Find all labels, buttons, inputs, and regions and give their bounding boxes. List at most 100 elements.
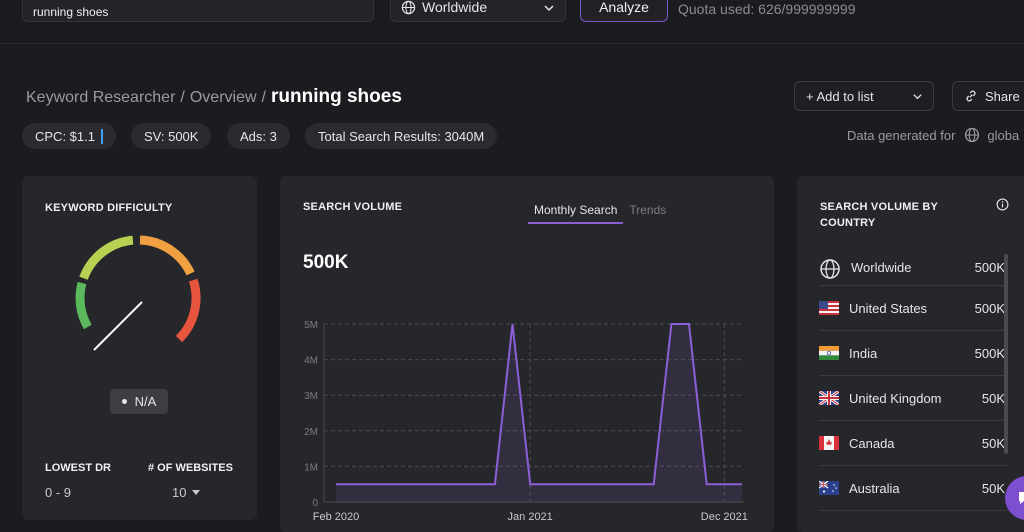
country-name: United States [849, 300, 928, 316]
us-flag-icon [819, 301, 839, 315]
difficulty-badge: N/A [110, 389, 168, 414]
y-tick-label: 3M [304, 391, 318, 402]
tab-trends[interactable]: Trends [629, 203, 667, 217]
gauge-segment [139, 235, 195, 276]
search-volume-tabs: Monthly Search Trends [528, 203, 672, 224]
y-tick-label: 4M [304, 356, 318, 367]
country-name: Canada [849, 435, 895, 451]
country-volume: 500K [974, 260, 1005, 275]
link-icon [966, 90, 976, 102]
page-title: running shoes [271, 86, 402, 107]
caret-down-icon [192, 490, 201, 495]
websites-value: 10 [172, 485, 187, 500]
breadcrumb-root[interactable]: Keyword Researcher [26, 89, 176, 106]
globe-icon [401, 0, 416, 15]
globe-icon [965, 127, 980, 143]
country-volume-card: SEARCH VOLUME BY COUNTRY Worldwide 500K … [797, 176, 1024, 532]
difficulty-gauge [75, 235, 201, 351]
websites-label: # OF WEBSITES [148, 462, 233, 474]
websites-dropdown[interactable]: 10 [172, 485, 201, 500]
uk-flag-icon [819, 391, 839, 405]
gauge-segment [75, 281, 92, 330]
top-search-bar: running shoes Worldwide Analyze Quota us… [0, 0, 1024, 44]
list-item[interactable]: India 500K [819, 331, 1007, 376]
country-name: Australia [849, 480, 900, 496]
country-list: Worldwide 500K United States 500K India … [819, 254, 1007, 511]
country-volume-title: SEARCH VOLUME BY COUNTRY [820, 199, 938, 231]
list-item[interactable]: Worldwide 500K [819, 254, 1007, 286]
gauge-segment [79, 235, 134, 280]
quota-text: Quota used: 626/999999999 [678, 1, 856, 17]
ads-pill: Ads: 3 [227, 123, 290, 149]
keyword-input[interactable]: running shoes [22, 0, 374, 22]
series-line [336, 323, 742, 486]
breadcrumb-separator: / [261, 89, 266, 106]
keyword-difficulty-card: KEYWORD DIFFICULTY N/A LOWEST DR 0 - 9 #… [22, 176, 257, 520]
share-button[interactable]: Share [952, 81, 1024, 111]
search-volume-value: 500K [303, 252, 349, 273]
breadcrumb-section[interactable]: Overview [189, 89, 257, 106]
cpc-pill: CPC: $1.1 [22, 123, 116, 149]
canada-flag-icon [819, 436, 839, 450]
chat-icon [1019, 492, 1024, 504]
country-volume: 500K [974, 300, 1005, 316]
chat-widget-button[interactable] [1005, 476, 1024, 520]
list-item[interactable]: Australia 50K [819, 466, 1007, 511]
data-generated-info: Data generated for globa [847, 127, 1019, 143]
country-volume: 50K [981, 435, 1005, 451]
y-tick-label: 2M [304, 427, 318, 438]
australia-flag-icon [819, 481, 839, 495]
location-value: Worldwide [422, 0, 488, 15]
country-name: India [849, 345, 878, 361]
country-volume-title-line1: SEARCH VOLUME BY [820, 201, 939, 213]
y-tick-label: 5M [304, 320, 318, 331]
ads-value: Ads: 3 [240, 128, 277, 144]
list-item[interactable]: United Kingdom 50K [819, 376, 1007, 421]
y-tick-label: 0 [312, 498, 318, 509]
x-tick-label: Feb 2020 [313, 511, 359, 523]
info-icon[interactable] [996, 198, 1009, 211]
keyword-difficulty-title: KEYWORD DIFFICULTY [45, 202, 173, 214]
country-list-scrollbar[interactable] [1004, 254, 1008, 454]
data-generated-label: Data generated for [847, 127, 956, 143]
cpc-indicator [100, 128, 103, 144]
chevron-down-icon [913, 94, 922, 100]
country-volume: 50K [981, 390, 1005, 406]
add-to-list-button[interactable]: + Add to list [794, 81, 934, 111]
search-volume-card: SEARCH VOLUME Monthly Search Trends 500K… [280, 176, 774, 532]
country-name: United Kingdom [849, 390, 942, 406]
cpc-value: CPC: $1.1 [35, 128, 95, 144]
list-item[interactable]: Canada 50K [819, 421, 1007, 466]
share-label: Share [985, 88, 1020, 104]
country-volume: 50K [981, 480, 1005, 496]
x-tick-label: Jan 2021 [508, 511, 553, 523]
country-volume-title-line2: COUNTRY [820, 217, 876, 229]
x-tick-label: Dec 2021 [701, 511, 748, 523]
globe-icon [820, 259, 840, 279]
country-name: Worldwide [851, 260, 912, 275]
chevron-down-icon [544, 5, 554, 12]
breadcrumb-separator: / [180, 89, 185, 106]
tab-monthly-search[interactable]: Monthly Search [528, 203, 624, 224]
india-flag-icon [819, 346, 839, 360]
add-to-list-label: + Add to list [806, 88, 874, 104]
y-tick-label: 1M [304, 462, 318, 473]
breadcrumb: Keyword Researcher / Overview / running … [26, 86, 402, 108]
search-volume-title: SEARCH VOLUME [303, 201, 403, 213]
lowest-dr-value: 0 - 9 [45, 485, 72, 500]
country-volume: 500K [974, 345, 1005, 361]
gauge-segment [175, 278, 201, 343]
sv-pill: SV: 500K [131, 123, 212, 149]
location-select[interactable]: Worldwide [390, 0, 566, 22]
search-volume-chart: 0 1M 2M 3M 4M 5M Feb 2020 Jan 2021 Dec 2021 [304, 320, 748, 523]
gauge-needle [93, 301, 143, 351]
series-area [336, 324, 742, 502]
total-results-value: Total Search Results: 3040M [318, 128, 485, 144]
total-results-pill: Total Search Results: 3040M [305, 123, 498, 149]
lowest-dr-label: LOWEST DR [45, 462, 111, 474]
sv-value: SV: 500K [144, 128, 199, 144]
list-item[interactable]: United States 500K [819, 286, 1007, 331]
data-generated-value: globa [987, 127, 1020, 143]
difficulty-value: N/A [134, 394, 157, 409]
analyze-button[interactable]: Analyze [580, 0, 668, 22]
